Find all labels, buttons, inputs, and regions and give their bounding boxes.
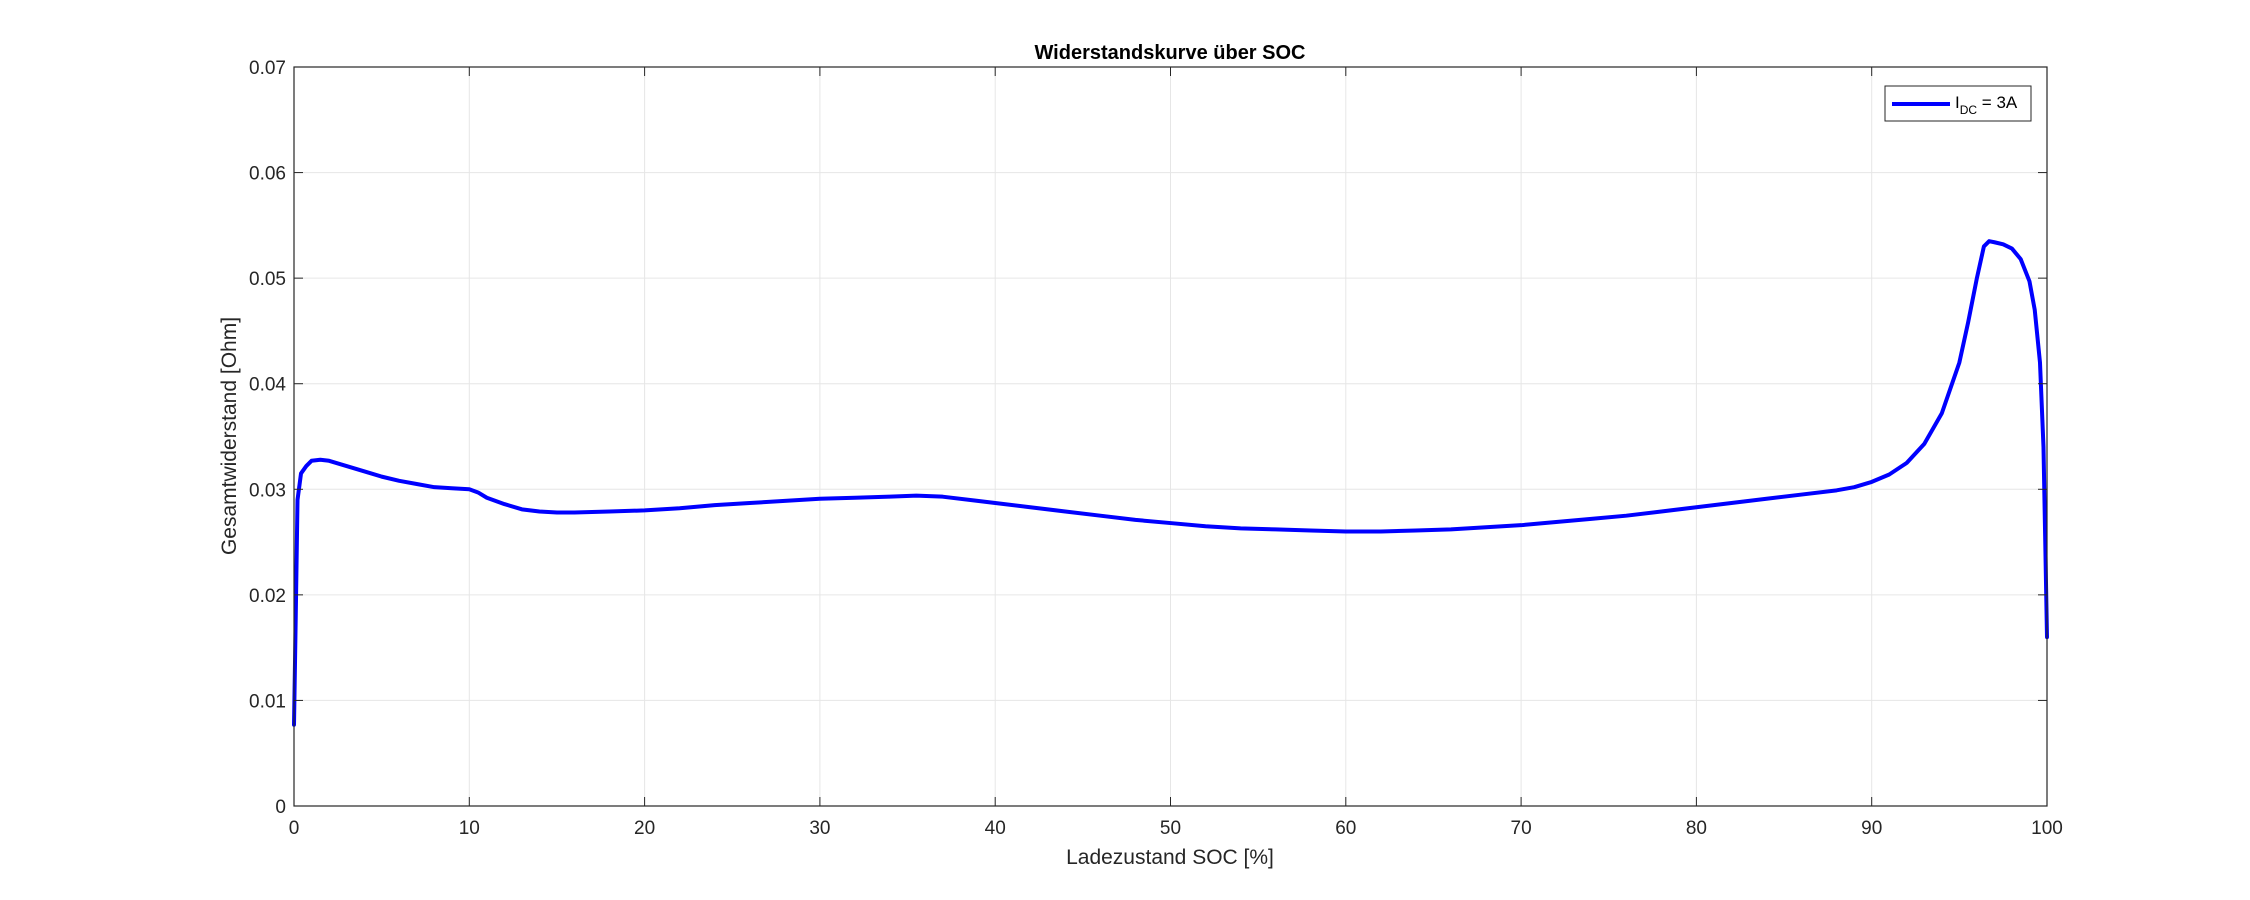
x-tick-label: 90 [1861, 818, 1882, 839]
x-tick-label: 20 [634, 818, 655, 839]
legend-label: IDC = 3A [1955, 93, 2018, 117]
y-tick-label: 0.05 [249, 269, 286, 290]
y-tick-label: 0.03 [249, 480, 286, 501]
y-tick-label: 0 [275, 797, 286, 818]
x-tick-label: 30 [809, 818, 830, 839]
x-tick-label: 0 [289, 818, 300, 839]
y-tick-label: 0.04 [249, 375, 286, 396]
chart-title: Widerstandskurve über SOC [1034, 42, 1305, 64]
x-tick-label: 50 [1160, 818, 1181, 839]
x-axis-label: Ladezustand SOC [%] [1066, 846, 1274, 869]
series-line [292, 239, 2049, 727]
x-tick-label: 100 [2031, 818, 2063, 839]
axis-ticks [293, 66, 2048, 807]
legend-label-subscript: DC [1960, 103, 1978, 117]
series-layer [292, 239, 2049, 727]
y-tick-label: 0.02 [249, 586, 286, 607]
x-tick-label: 10 [459, 818, 480, 839]
legend: IDC = 3A [1884, 85, 2032, 122]
y-tick-label: 0.07 [249, 58, 286, 79]
legend-label-suffix: = 3A [1977, 93, 2018, 112]
y-tick-label: 0.01 [249, 691, 286, 712]
y-axis-label: Gesamtwiderstand [Ohm] [218, 317, 241, 555]
y-axis-tick-labels: 0 0.01 0.02 0.03 0.04 0.05 0.06 0.07 [249, 58, 286, 818]
x-tick-label: 40 [985, 818, 1006, 839]
legend-label-main: I [1955, 93, 1960, 112]
x-tick-label: 60 [1335, 818, 1356, 839]
x-tick-label: 70 [1511, 818, 1532, 839]
y-tick-label: 0.06 [249, 164, 286, 185]
x-tick-label: 80 [1686, 818, 1707, 839]
x-axis-tick-labels: 0 10 20 30 40 50 60 70 80 90 100 [289, 818, 2063, 839]
